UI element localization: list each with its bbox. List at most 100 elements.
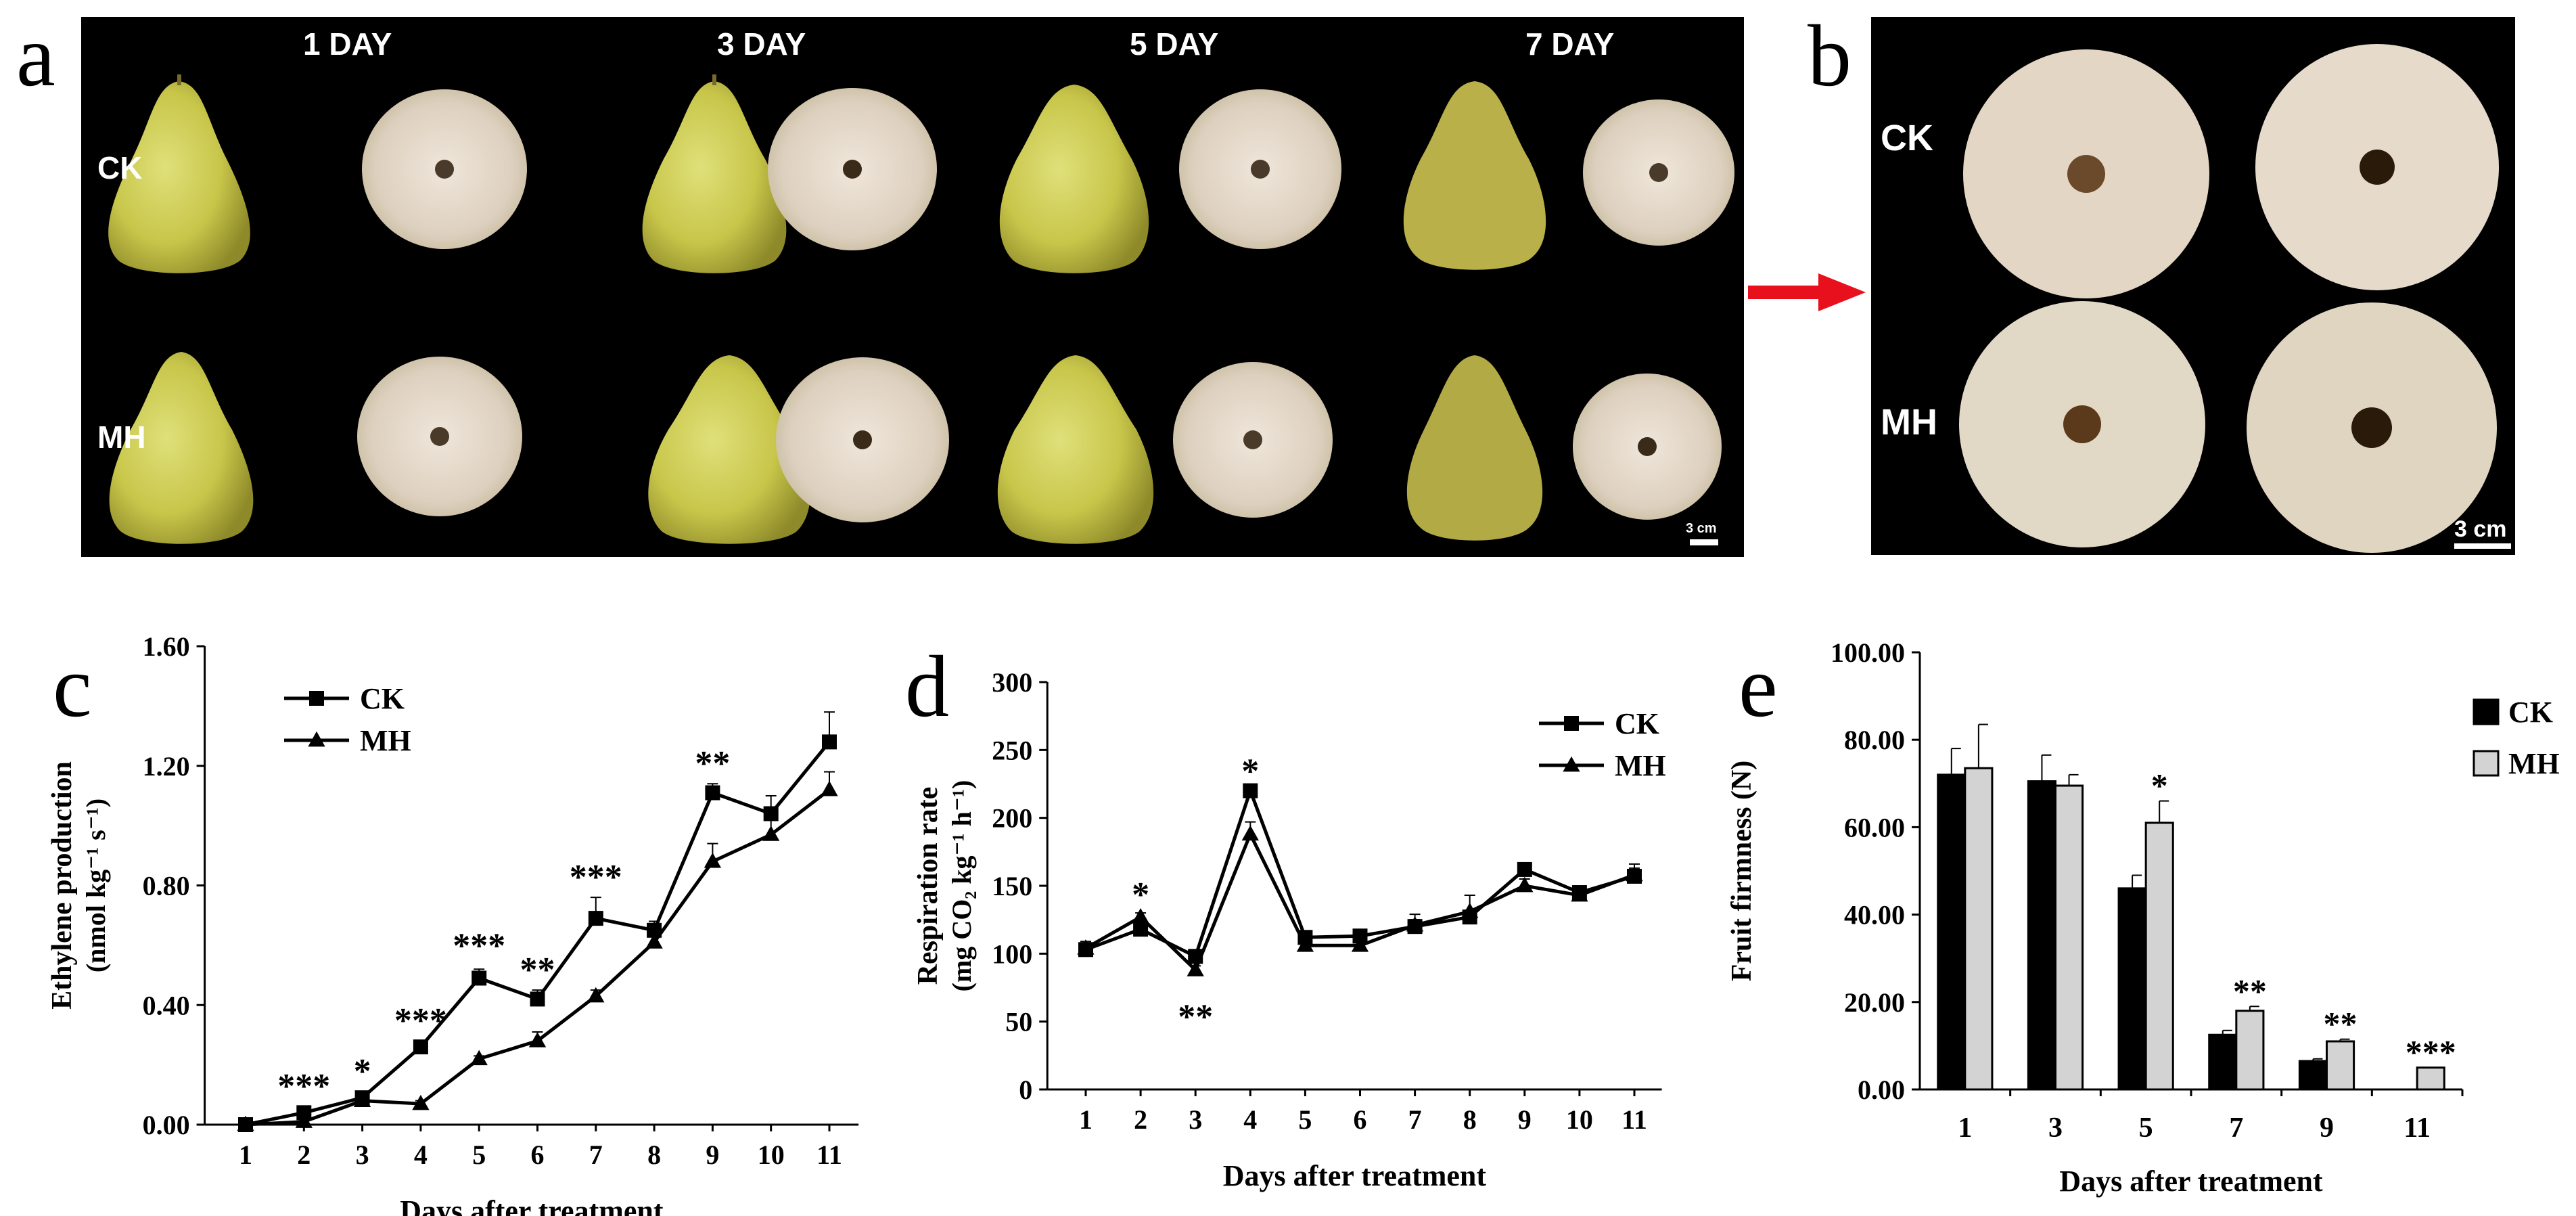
- significance-label: **: [520, 951, 555, 989]
- data-point-ck: [472, 970, 487, 986]
- pear-mh-day7: [1406, 355, 1543, 541]
- x-tick-label: 10: [758, 1140, 785, 1170]
- y-axis-title: Respiration rate: [913, 787, 944, 985]
- data-point-ck: [530, 991, 545, 1007]
- data-point-mh: [237, 1115, 254, 1131]
- y-tick-label: 0.00: [143, 1110, 190, 1140]
- x-tick-label: 11: [2404, 1112, 2431, 1144]
- x-axis-title: Days after treatment: [400, 1194, 664, 1216]
- data-point-mh: [1241, 825, 1259, 841]
- data-point-mh: [645, 933, 663, 949]
- x-tick-label: 6: [531, 1140, 545, 1170]
- scale-bar-a: [1690, 539, 1718, 545]
- x-tick-label: 3: [2048, 1112, 2063, 1144]
- legend-marker: [308, 731, 325, 747]
- bar-mh-day-9: [2326, 1040, 2355, 1091]
- red-arrow: [1748, 273, 1866, 311]
- significance-label: **: [2324, 1005, 2358, 1043]
- bar-ck-day-9: [2298, 1060, 2328, 1091]
- slice-mh-day5: [1173, 362, 1333, 518]
- x-tick-label: 1: [1958, 1112, 1972, 1144]
- pear-mh-day3: [648, 355, 810, 544]
- series-ck: [238, 711, 837, 1132]
- series-mh: [237, 771, 838, 1131]
- x-tick-label: 1: [1079, 1104, 1092, 1135]
- significance-label: ***: [2406, 1033, 2456, 1071]
- y-tick-label: 80.00: [1844, 725, 1905, 755]
- row-label-b-ck: CK: [1881, 118, 1933, 158]
- data-point-mh: [1187, 961, 1204, 976]
- pear-ck-day3: [642, 74, 787, 273]
- data-point-mh: [1296, 937, 1314, 952]
- panel-a-photo: 1 DAY 3 DAY 5 DAY 7 DAY CK MH 3 cm: [81, 17, 1744, 557]
- y-axis-unit: (nmol kg⁻¹ s⁻¹): [80, 798, 111, 972]
- x-tick-label: 8: [1463, 1104, 1477, 1135]
- bar-mh-day-11: [2416, 1066, 2445, 1091]
- y-tick-label: 200: [992, 803, 1032, 834]
- scale-label-b: 3 cm: [2454, 516, 2507, 542]
- day-label-1: 1 DAY: [303, 26, 392, 62]
- y-tick-label: 0: [1019, 1075, 1032, 1105]
- slice-b-mh-1: [1959, 301, 2205, 547]
- data-point-mh: [528, 1032, 547, 1048]
- x-tick-label: 7: [1408, 1104, 1422, 1135]
- data-point-mh: [353, 1091, 371, 1107]
- x-axis-title: Days after treatment: [1223, 1159, 1487, 1192]
- x-tick-label: 5: [472, 1140, 486, 1170]
- significance-label: *: [354, 1052, 371, 1091]
- data-point-mh: [821, 780, 838, 796]
- y-axis-unit: (mg CO₂ kg⁻¹ h⁻¹): [946, 780, 977, 992]
- data-point-mh: [1351, 937, 1369, 952]
- x-tick-label: 2: [1134, 1104, 1147, 1135]
- y-tick-label: 300: [992, 667, 1032, 698]
- y-axis-title: Fruit firmness (N): [1726, 761, 1757, 982]
- data-point-ck: [588, 911, 603, 926]
- x-tick-label: 5: [1298, 1104, 1312, 1135]
- significance-label: ***: [277, 1067, 330, 1106]
- legend-marker: [1563, 756, 1580, 772]
- row-label-ck: CK: [97, 150, 143, 185]
- legend-label: MH: [2508, 747, 2560, 780]
- row-label-b-mh: MH: [1881, 402, 1937, 443]
- data-point-mh: [1132, 907, 1149, 924]
- bar-ck-day-1: [1937, 773, 1967, 1091]
- slice-photo-art: [1959, 44, 2499, 553]
- series-line-ck: [245, 740, 831, 1127]
- y-tick-label: 250: [992, 735, 1032, 765]
- slice-b-ck-2: [2255, 44, 2499, 290]
- data-point-mh: [1571, 886, 1588, 902]
- pear-ck-day7: [1403, 81, 1546, 270]
- scale-label-a: 3 cm: [1686, 521, 1717, 536]
- row-label-mh: MH: [97, 420, 146, 455]
- panel-e-letter: e: [1739, 638, 1778, 736]
- slice-b-ck-1: [1963, 49, 2209, 298]
- slice-mh-day7: [1573, 374, 1722, 520]
- legend-label: CK: [1615, 707, 1659, 740]
- y-tick-label: 0.40: [143, 990, 190, 1020]
- slice-ck-day1: [362, 89, 527, 249]
- bar-mh-day-7: [2235, 1010, 2265, 1091]
- data-point-mh: [587, 987, 605, 1003]
- x-tick-label: 1: [239, 1140, 252, 1170]
- x-tick-label: 9: [706, 1140, 719, 1170]
- data-point-mh: [1406, 916, 1424, 932]
- x-tick-label: 4: [414, 1140, 428, 1170]
- data-point-mh: [470, 1050, 488, 1066]
- pear-mh-day1: [109, 352, 254, 544]
- legend-label: MH: [1615, 749, 1666, 782]
- x-tick-label: 11: [816, 1140, 842, 1170]
- x-tick-label: 11: [1622, 1104, 1647, 1135]
- y-tick-label: 50: [1005, 1007, 1032, 1037]
- y-tick-label: 0.00: [1858, 1075, 1905, 1105]
- data-point-mh: [704, 852, 722, 868]
- y-tick-label: 1.60: [143, 631, 190, 662]
- fruit-photo-art: [108, 74, 1734, 544]
- significance-label: ***: [453, 927, 505, 966]
- respiration-chart: 0 50 100 150 200 250 300 1 2 3 4 5 6 7 8 9 10 11 Days afte…: [913, 667, 1666, 1192]
- slice-ck-day3: [768, 88, 937, 250]
- panel-c-letter: c: [53, 638, 92, 736]
- day-label-7: 7 DAY: [1525, 26, 1615, 62]
- legend-label: MH: [360, 724, 411, 757]
- bar-ck-day-5: [2117, 887, 2147, 1091]
- legend-swatch: [2472, 698, 2500, 725]
